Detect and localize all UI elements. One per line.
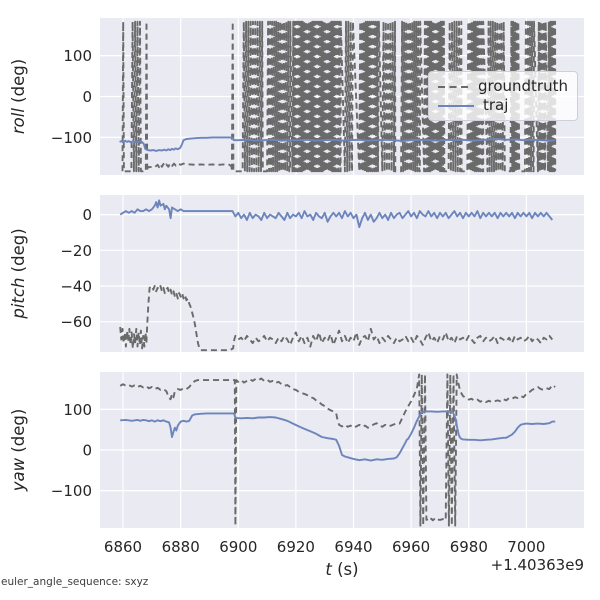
pitch-ytick-label: 0	[82, 206, 92, 224]
groundtruth-dashed-line-sample	[438, 85, 469, 88]
yaw-ytick-label: −100	[51, 482, 92, 500]
x-axis-offset-text: +1.40363e9	[491, 556, 584, 574]
roll-traj-line	[119, 136, 556, 152]
roll-ytick-label: 100	[63, 47, 92, 65]
roll-axis-label: roll (deg)	[9, 59, 28, 134]
xtick-label: 6960	[392, 538, 430, 556]
roll-groundtruth-line	[121, 20, 557, 173]
xtick-label: 6880	[162, 538, 200, 556]
xtick-label: 6980	[450, 538, 488, 556]
legend-label-traj: traj	[483, 96, 509, 114]
roll-ytick-label: −100	[51, 129, 92, 147]
legend-entry-traj: traj	[438, 96, 568, 115]
xtick-label: 6860	[104, 538, 142, 556]
traj-solid-line-sample	[438, 104, 474, 107]
xtick-label: 6940	[334, 538, 372, 556]
yaw-axis-label: yaw (deg)	[9, 409, 28, 493]
pitch-axis-label: pitch (deg)	[9, 228, 28, 319]
pitch-traj-line	[119, 199, 554, 229]
euler-angle-sequence-note: euler_angle_sequence: sxyz	[1, 576, 149, 588]
legend-entry-groundtruth: groundtruth	[438, 77, 568, 96]
pitch-ytick-label: −20	[60, 242, 92, 260]
pitch-ytick-label: −40	[60, 278, 92, 296]
x-axis-label: t (s)	[325, 560, 358, 579]
xtick-label: 6900	[219, 538, 257, 556]
pitch-groundtruth-line	[119, 285, 554, 352]
yaw-ytick-label: 0	[82, 442, 92, 460]
yaw-ytick-label: 100	[63, 401, 92, 419]
xtick-label: 6920	[277, 538, 315, 556]
yaw-groundtruth-line	[119, 373, 556, 527]
legend-label-groundtruth: groundtruth	[477, 77, 568, 95]
legend: groundtruth traj	[428, 71, 578, 121]
yaw-traj-line	[120, 410, 556, 462]
roll-ytick-label: 0	[82, 88, 92, 106]
pitch-subplot: 0 −20 −40 −60 pitch (deg)	[9, 195, 584, 352]
pitch-ytick-label: −60	[60, 313, 92, 331]
yaw-subplot: 100 0 −100 6860 6880 6900 6920 6940 6960 6980 7000…	[9, 372, 584, 579]
xtick-label: 7000	[507, 538, 545, 556]
